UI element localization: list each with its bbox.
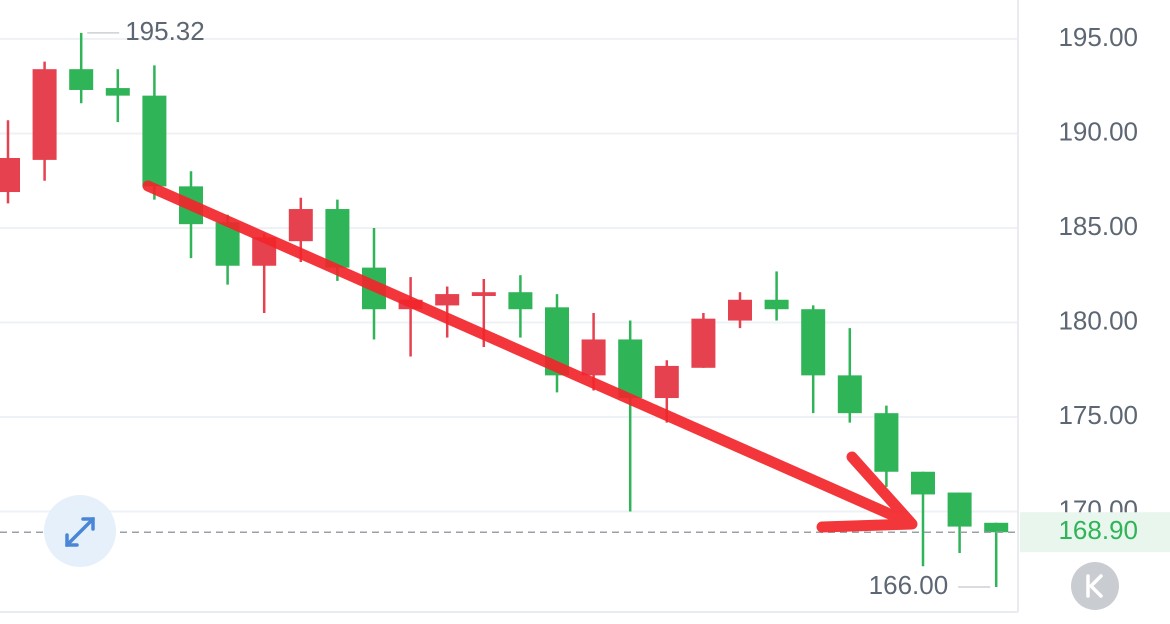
- candle-body: [874, 413, 899, 472]
- candle-body: [581, 339, 606, 376]
- y-tick-label: 185.00: [1058, 211, 1138, 241]
- candle-body: [288, 209, 313, 242]
- candle-body: [508, 292, 533, 310]
- last-price-label: 168.90: [1058, 515, 1138, 545]
- overlay: 195.32 166.00 168.90: [0, 16, 1170, 600]
- candle-body: [471, 292, 496, 296]
- candle-body: [618, 339, 643, 399]
- candle-body: [435, 294, 460, 306]
- collapse-button[interactable]: [1071, 562, 1119, 610]
- candles: [0, 32, 1009, 588]
- candle-body: [801, 309, 826, 376]
- candle-body: [32, 69, 57, 160]
- candle-body: [691, 318, 716, 368]
- low-label: 166.00: [869, 570, 949, 600]
- candle-body: [105, 88, 130, 96]
- candle-body: [0, 158, 20, 193]
- candle-body: [764, 299, 789, 310]
- candle-body: [142, 95, 167, 187]
- trend-arrow: [142, 180, 918, 533]
- y-tick-label: 180.00: [1058, 305, 1138, 335]
- candle-body: [984, 522, 1009, 533]
- y-tick-label: 190.00: [1058, 116, 1138, 146]
- expand-button[interactable]: [44, 495, 116, 567]
- y-tick-label: 175.00: [1058, 400, 1138, 430]
- last-price-box: [1020, 512, 1170, 553]
- candle-body: [947, 492, 972, 527]
- high-label: 195.32: [125, 16, 205, 46]
- candle-body: [911, 471, 935, 495]
- candle-body: [837, 375, 862, 414]
- candle-body: [325, 209, 350, 268]
- candle-body: [654, 365, 679, 399]
- candle-body: [69, 69, 94, 90]
- y-tick-label: 195.00: [1058, 22, 1138, 52]
- candle-body: [728, 299, 752, 321]
